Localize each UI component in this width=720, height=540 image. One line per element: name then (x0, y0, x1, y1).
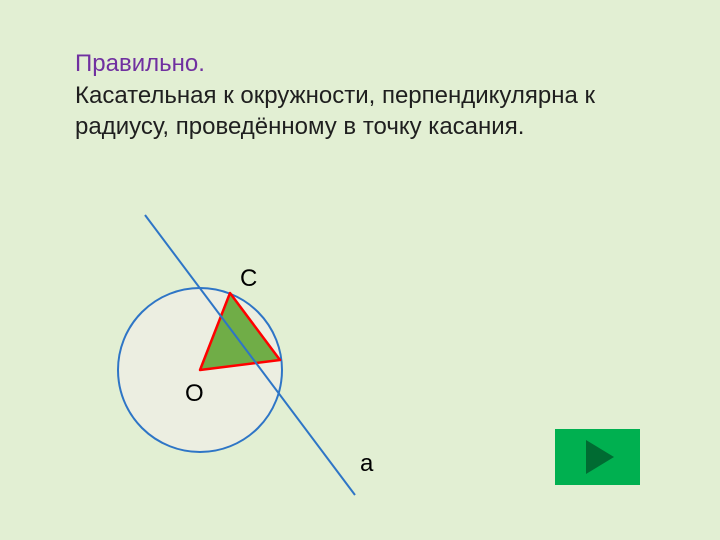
heading-correct: Правильно. (75, 48, 635, 80)
slide: Правильно. Касательная к окружности, пер… (0, 0, 720, 540)
label-c: С (240, 265, 257, 293)
theorem-text: Касательная к окружности, перпендикулярн… (75, 80, 635, 143)
label-o: О (185, 380, 204, 408)
diagram-svg (80, 205, 400, 525)
play-icon (586, 440, 614, 474)
text-block: Правильно. Касательная к окружности, пер… (75, 48, 635, 143)
label-a: a (360, 450, 373, 478)
next-button[interactable] (555, 429, 640, 485)
tangent-diagram: С О a (80, 205, 400, 525)
